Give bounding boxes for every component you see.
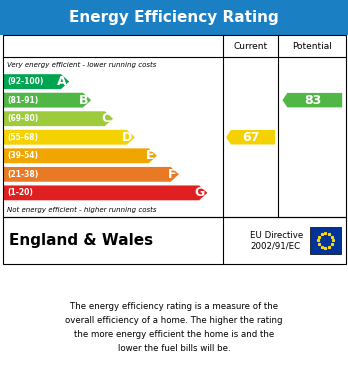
Polygon shape [283, 93, 342, 108]
Text: 67: 67 [242, 131, 260, 144]
Bar [0, 0, 348, 35]
Text: 83: 83 [304, 94, 321, 107]
Text: (92-100): (92-100) [7, 77, 44, 86]
Text: Very energy efficient - lower running costs: Very energy efficient - lower running co… [7, 62, 156, 68]
Text: Current: Current [234, 42, 268, 51]
Text: (81-91): (81-91) [7, 96, 38, 105]
Polygon shape [3, 74, 69, 89]
Text: C: C [102, 112, 111, 125]
Polygon shape [3, 130, 135, 145]
Polygon shape [3, 185, 207, 200]
Text: Potential: Potential [292, 42, 332, 51]
Text: The energy efficiency rating is a measure of the
overall efficiency of a home. T: The energy efficiency rating is a measur… [65, 302, 283, 353]
Polygon shape [3, 93, 91, 108]
Text: E: E [146, 149, 155, 162]
Text: B: B [79, 94, 89, 107]
Polygon shape [226, 130, 275, 144]
Text: Energy Efficiency Rating: Energy Efficiency Rating [69, 10, 279, 25]
Text: EU Directive
2002/91/EC: EU Directive 2002/91/EC [250, 231, 303, 250]
Text: (55-68): (55-68) [7, 133, 38, 142]
Text: D: D [122, 131, 133, 144]
Text: (39-54): (39-54) [7, 151, 38, 160]
Bar [3, 217, 346, 264]
Bar [310, 227, 341, 254]
Text: (21-38): (21-38) [7, 170, 38, 179]
Text: A: A [57, 75, 67, 88]
Polygon shape [3, 111, 113, 126]
Bar [3, 35, 346, 217]
Text: (69-80): (69-80) [7, 114, 38, 123]
Text: F: F [168, 168, 176, 181]
Text: (1-20): (1-20) [7, 188, 33, 197]
Polygon shape [3, 167, 179, 182]
Polygon shape [3, 148, 157, 163]
Text: G: G [195, 187, 205, 199]
Text: England & Wales: England & Wales [9, 233, 153, 248]
Text: Not energy efficient - higher running costs: Not energy efficient - higher running co… [7, 206, 157, 213]
